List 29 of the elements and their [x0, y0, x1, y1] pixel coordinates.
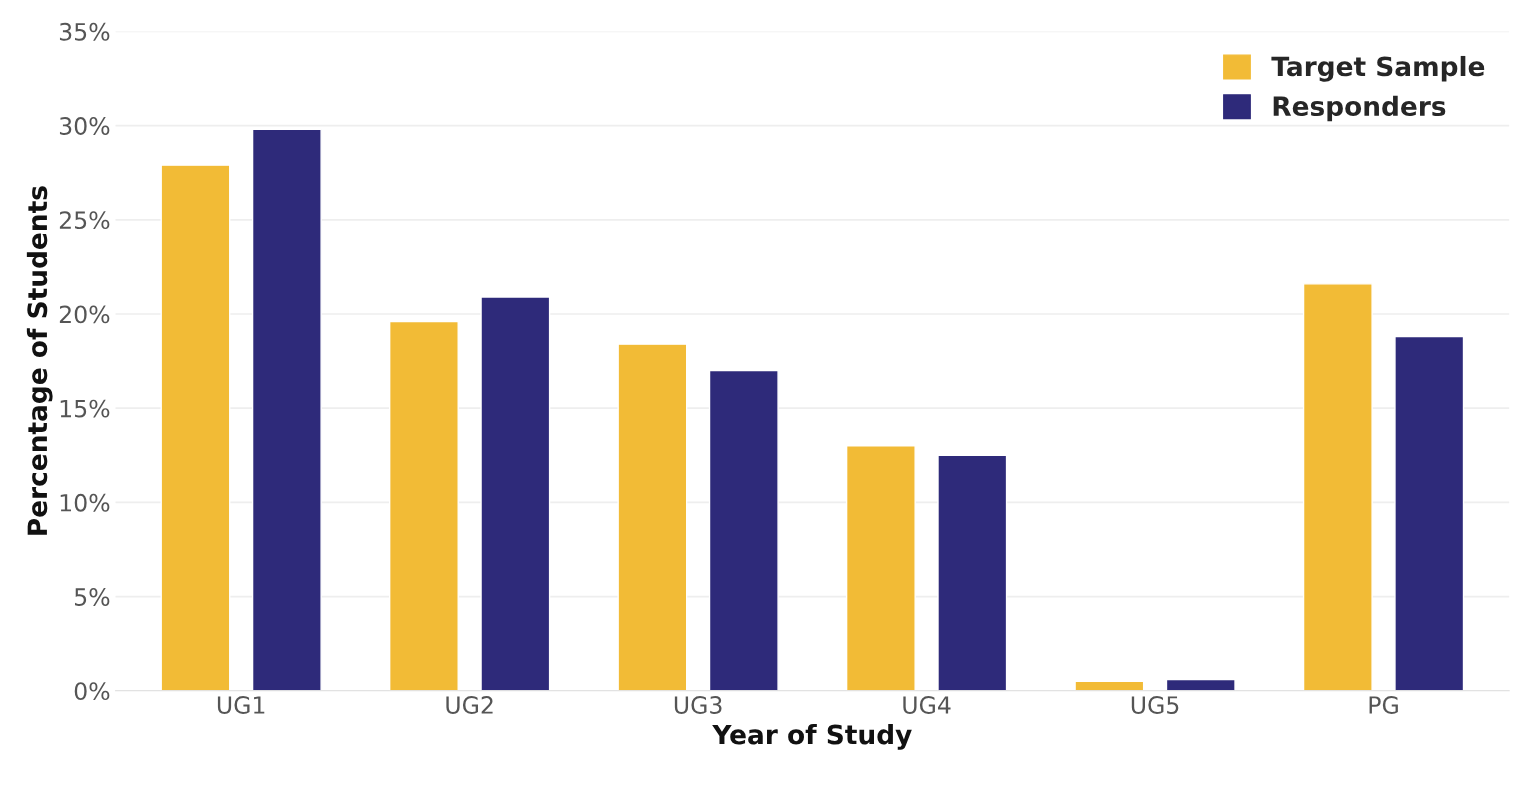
y-tick-label: 25%	[59, 211, 110, 230]
x-tick-label: PG	[1369, 696, 1398, 714]
bar	[1394, 335, 1465, 691]
bar	[480, 296, 551, 691]
y-tick-label: 10%	[60, 493, 110, 512]
y-tick-label: 0%	[74, 682, 110, 701]
bar	[160, 164, 231, 691]
bar	[1165, 678, 1236, 691]
y-tick-label: 35%	[59, 22, 110, 41]
x-axis-title: Year of Study	[712, 724, 912, 750]
bar	[845, 445, 916, 691]
x-tick-label: UG3	[674, 696, 722, 714]
y-tick-label: 20%	[59, 305, 110, 324]
bar	[937, 454, 1008, 691]
y-tick-label: 30%	[59, 117, 110, 135]
y-tick-label: 5%	[75, 588, 110, 606]
x-tick-label: UG4	[903, 696, 951, 714]
x-tick-label: UG2	[446, 696, 493, 714]
bar	[1302, 283, 1373, 691]
x-tick-label: UG5	[1131, 696, 1179, 714]
bar	[388, 320, 459, 691]
legend-label: Responders	[1273, 95, 1446, 122]
bar	[251, 128, 322, 691]
bar	[617, 343, 688, 691]
x-tick-label: UG1	[217, 696, 265, 714]
y-tick-label: 15%	[60, 399, 110, 418]
legend-label: Target Sample	[1271, 55, 1485, 82]
y-axis-title: Percentage of Students	[26, 186, 53, 535]
bar	[708, 369, 779, 691]
